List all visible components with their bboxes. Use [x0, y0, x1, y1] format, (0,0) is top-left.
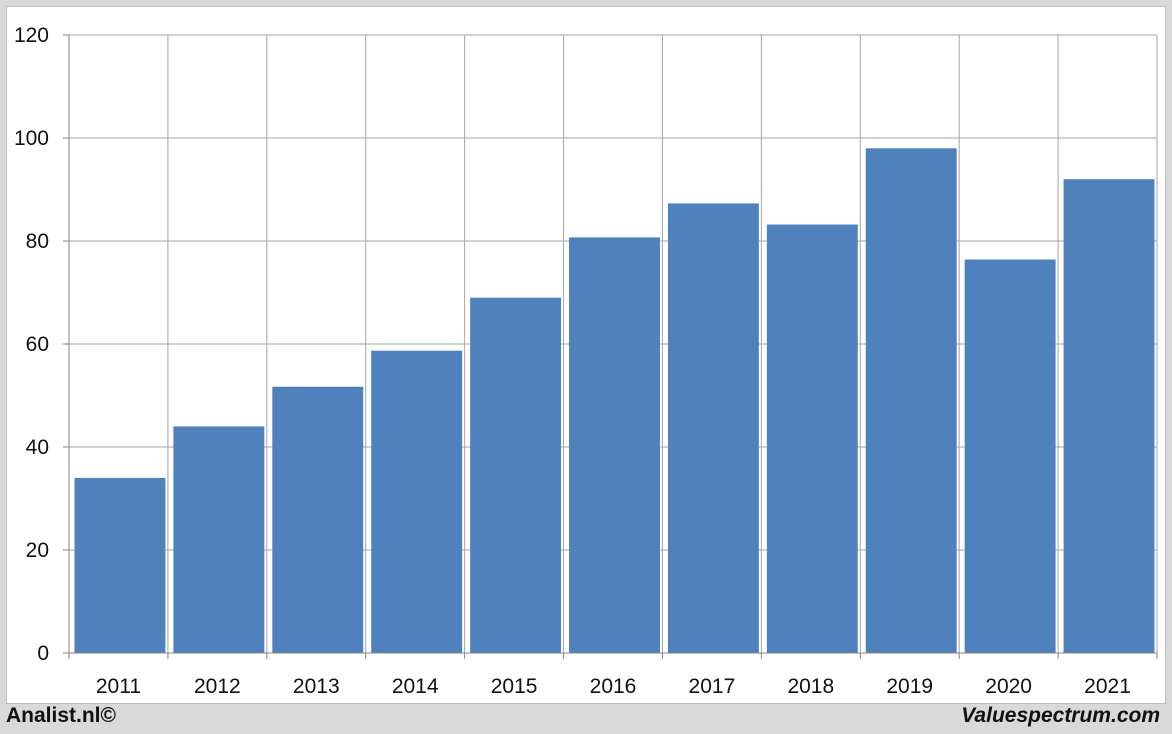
x-tick-label: 2014 — [392, 675, 439, 698]
x-tick-label: 2019 — [886, 675, 933, 698]
bar-chart: 0 20 40 60 80 100 120 2011 2012 2013 2014 2015 2016… — [14, 24, 1158, 698]
x-tick-label: 2017 — [689, 675, 736, 698]
x-tick-label: 2021 — [1084, 675, 1131, 698]
footer-analist-credit: Analist.nl© — [6, 704, 116, 727]
bar-2015 — [470, 297, 562, 653]
axis-layer — [63, 34, 1158, 659]
footer-valuespectrum-credit: Valuespectrum.com — [961, 704, 1160, 727]
x-tick-labels: 2011 2012 2013 2014 2015 2016 2017 2018 2019 2020… — [96, 675, 1131, 698]
bar-2020 — [964, 259, 1056, 653]
bars-layer — [74, 148, 1155, 654]
bar-2019 — [865, 148, 957, 654]
y-tick-label: 40 — [26, 436, 49, 459]
bar-2016 — [569, 237, 660, 653]
y-tick-label: 20 — [26, 539, 49, 562]
bar-2013 — [272, 386, 364, 653]
y-tick-label: 0 — [37, 642, 49, 665]
y-tick-label: 60 — [26, 333, 49, 356]
chart-frame: 0 20 40 60 80 100 120 2011 2012 2013 2014 2015 2016… — [6, 6, 1166, 704]
x-tick-label: 2011 — [96, 675, 141, 698]
bar-2011 — [74, 477, 166, 653]
y-tick-label: 80 — [26, 230, 49, 253]
bar-2014 — [371, 350, 463, 653]
x-tick-label: 2013 — [293, 675, 340, 698]
bar-2017 — [667, 203, 759, 653]
x-tick-label: 2018 — [787, 675, 834, 698]
x-tick-label: 2012 — [194, 675, 241, 698]
y-tick-label: 100 — [14, 127, 49, 150]
y-tick-labels: 0 20 40 60 80 100 120 — [14, 24, 49, 665]
bar-2012 — [173, 426, 265, 653]
bar-2018 — [766, 224, 858, 653]
x-tick-label: 2015 — [491, 675, 538, 698]
y-tick-label: 120 — [14, 24, 49, 47]
bar-2021 — [1063, 179, 1155, 653]
x-tick-label: 2020 — [985, 675, 1032, 698]
x-tick-label: 2016 — [590, 675, 637, 698]
